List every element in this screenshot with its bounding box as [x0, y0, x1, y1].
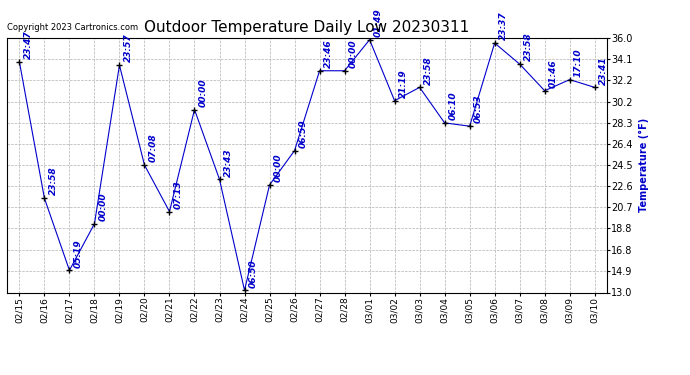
- Text: 01:49: 01:49: [374, 8, 383, 37]
- Text: 00:00: 00:00: [274, 153, 283, 182]
- Text: 06:10: 06:10: [448, 92, 457, 120]
- Text: 23:47: 23:47: [23, 30, 32, 59]
- Text: 23:58: 23:58: [48, 167, 57, 195]
- Y-axis label: Temperature (°F): Temperature (°F): [638, 118, 649, 212]
- Title: Outdoor Temperature Daily Low 20230311: Outdoor Temperature Daily Low 20230311: [144, 20, 470, 35]
- Text: 05:19: 05:19: [74, 239, 83, 267]
- Text: 06:50: 06:50: [248, 259, 257, 288]
- Text: 23:58: 23:58: [524, 33, 533, 62]
- Text: 23:57: 23:57: [124, 34, 132, 63]
- Text: 06:53: 06:53: [474, 95, 483, 123]
- Text: 07:08: 07:08: [148, 134, 157, 162]
- Text: 23:46: 23:46: [324, 39, 333, 68]
- Text: 23:43: 23:43: [224, 148, 233, 177]
- Text: 17:10: 17:10: [574, 48, 583, 77]
- Text: 23:58: 23:58: [424, 56, 433, 85]
- Text: 06:59: 06:59: [299, 119, 308, 148]
- Text: 23:41: 23:41: [599, 56, 608, 85]
- Text: 01:46: 01:46: [549, 59, 558, 88]
- Text: 00:00: 00:00: [99, 192, 108, 221]
- Text: 07:13: 07:13: [174, 180, 183, 209]
- Text: 23:37: 23:37: [499, 12, 508, 40]
- Text: 00:00: 00:00: [199, 78, 208, 107]
- Text: Copyright 2023 Cartronics.com: Copyright 2023 Cartronics.com: [7, 23, 138, 32]
- Text: 00:00: 00:00: [348, 39, 357, 68]
- Text: 21:19: 21:19: [399, 69, 408, 98]
